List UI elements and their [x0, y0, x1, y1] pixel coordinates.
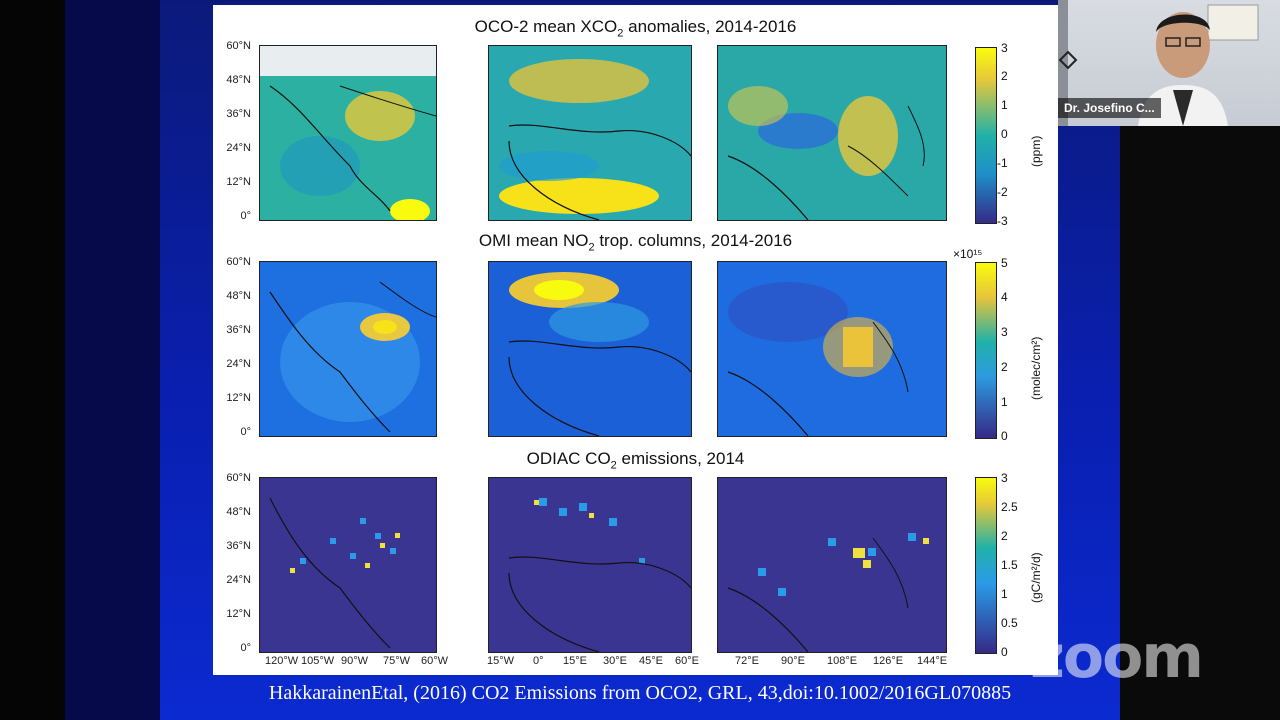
colorbar-tick: 2: [1001, 69, 1008, 83]
lon-label: 60°E: [675, 655, 699, 667]
lon-label: 75°W: [383, 655, 411, 667]
lat-label: 24°N: [226, 142, 251, 154]
colorbar-tick: -1: [997, 156, 1008, 170]
lat-label: 48°N: [226, 506, 251, 518]
lat-label: 0°: [240, 642, 251, 654]
lon-label: 30°E: [603, 655, 627, 667]
colorbar-tick: 0: [1001, 429, 1008, 443]
colorbar-tick: -3: [997, 214, 1008, 228]
lat-label: 48°N: [226, 74, 251, 86]
map-odiac-americas: [259, 477, 437, 653]
colorbar-odiac: [975, 477, 997, 654]
map-omi-europe-africa: [488, 261, 692, 437]
colorbar-tick: 3: [1001, 471, 1008, 485]
colorbar-tick: 3: [1001, 41, 1008, 55]
slide-edge: [65, 0, 160, 720]
colorbar-tick: 0: [1001, 127, 1008, 141]
lat-label: 12°N: [226, 608, 251, 620]
colorbar-tick: 3: [1001, 325, 1008, 339]
lon-label: 90°E: [781, 655, 805, 667]
lon-label: 15°E: [563, 655, 587, 667]
map-omi-americas: [259, 261, 437, 437]
lon-label: 0°: [533, 655, 544, 667]
lon-label: 15°W: [487, 655, 515, 667]
lon-label: 90°W: [341, 655, 369, 667]
lat-label: 36°N: [226, 324, 251, 336]
lat-label: 0°: [240, 426, 251, 438]
lon-label: 60°W: [421, 655, 449, 667]
lon-label: 105°W: [301, 655, 335, 667]
colorbar-label-odiac: (gC/m²/d): [1029, 552, 1043, 603]
lat-label: 36°N: [226, 108, 251, 120]
colorbar-tick: 1.5: [1001, 558, 1018, 572]
map-oco2-americas: [259, 45, 437, 221]
figure-panel: OCO-2 mean XCO2 anomalies, 2014-2016 OMI…: [213, 5, 1058, 675]
colorbar-label-ppm: (ppm): [1029, 135, 1043, 167]
zoom-watermark: zoom: [1030, 622, 1204, 692]
participant-name-tag: Dr. Josefino C...: [1058, 98, 1161, 118]
lon-label: 120°W: [265, 655, 299, 667]
lon-label: 72°E: [735, 655, 759, 667]
colorbar-tick: 0: [1001, 645, 1008, 659]
section-title-oco2: OCO-2 mean XCO2 anomalies, 2014-2016: [474, 17, 797, 40]
colorbar-tick: -2: [997, 185, 1008, 199]
map-oco2-europe-africa: [488, 45, 692, 221]
colorbar-tick: 2: [1001, 360, 1008, 374]
lat-label: 48°N: [226, 290, 251, 302]
lat-label: 36°N: [226, 540, 251, 552]
colorbar-tick: 1: [1001, 395, 1008, 409]
lat-label: 12°N: [226, 392, 251, 404]
lon-label: 144°E: [917, 655, 948, 667]
speaker-video-icon: [1058, 0, 1259, 126]
map-odiac-asia: [717, 477, 947, 653]
lat-label: 24°N: [226, 574, 251, 586]
colorbar-tick: 2: [1001, 529, 1008, 543]
map-oco2-asia: [717, 45, 947, 221]
letterbox-left: [0, 0, 65, 720]
colorbar-tick: 5: [1001, 256, 1008, 270]
lon-label: 45°E: [639, 655, 663, 667]
section-title-omi: OMI mean NO2 trop. columns, 2014-2016: [478, 231, 793, 254]
colorbar-tick: 2.5: [1001, 500, 1018, 514]
colorbar-ppm: [975, 47, 997, 224]
lat-label: 12°N: [226, 176, 251, 188]
lat-label: 0°: [240, 210, 251, 222]
colorbar-tick: 4: [1001, 290, 1008, 304]
citation-text: HakkarainenEtal, (2016) CO2 Emissions fr…: [268, 682, 1012, 704]
map-odiac-europe-africa: [488, 477, 692, 653]
map-omi-asia: [717, 261, 947, 437]
colorbar-tick: 0.5: [1001, 616, 1018, 630]
colorbar-label-no2: (molec/cm²): [1029, 336, 1043, 400]
section-title-odiac: ODIAC CO2 emissions, 2014: [526, 449, 745, 472]
lon-label: 108°E: [827, 655, 858, 667]
colorbar-exponent: ×10¹⁵: [953, 247, 983, 261]
lat-label: 60°N: [226, 256, 251, 268]
lat-label: 60°N: [226, 40, 251, 52]
lat-label: 60°N: [226, 472, 251, 484]
colorbar-no2: [975, 262, 997, 439]
colorbar-tick: 1: [1001, 98, 1008, 112]
lon-label: 126°E: [873, 655, 904, 667]
colorbar-tick: 1: [1001, 587, 1008, 601]
lat-label: 24°N: [226, 358, 251, 370]
